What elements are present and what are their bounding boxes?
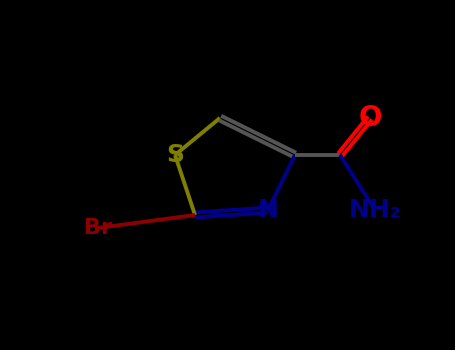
- Text: NH₂: NH₂: [349, 198, 401, 222]
- Text: Br: Br: [84, 218, 112, 238]
- Text: O: O: [358, 104, 382, 132]
- Text: S: S: [166, 143, 184, 167]
- Text: N: N: [258, 198, 278, 222]
